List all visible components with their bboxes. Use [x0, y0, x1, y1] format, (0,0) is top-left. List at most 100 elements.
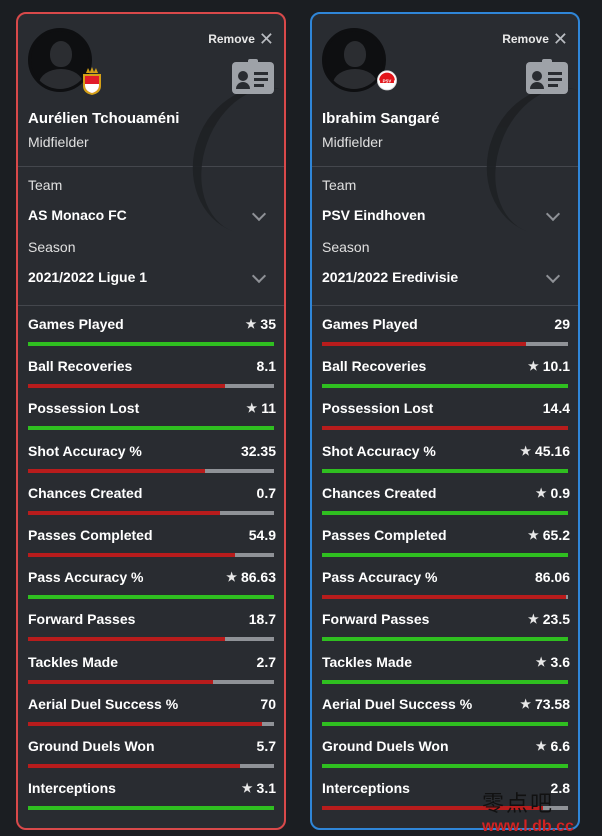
stat-value: 18.7	[248, 611, 276, 628]
stat-bar	[322, 679, 568, 684]
stat-name: Tackles Made	[322, 653, 413, 670]
stat-bar-fill	[28, 552, 235, 557]
star-icon: ★	[535, 738, 547, 753]
watermark-url: www.l.db.cc	[482, 818, 574, 835]
star-icon: ★	[520, 443, 531, 458]
id-card-icon[interactable]	[526, 59, 568, 94]
stat-name: Chances Created	[322, 484, 437, 501]
stat-name: Forward Passes	[28, 611, 136, 628]
stat-name: Possession Lost	[322, 400, 434, 417]
stat-bar	[28, 637, 274, 642]
stat-value: 70	[260, 695, 276, 712]
stat-bar	[28, 763, 274, 768]
stat-bar	[28, 384, 274, 389]
stat-row: Tackles Made ★ 3.6	[312, 644, 578, 686]
season-select[interactable]: 2021/2022 Ligue 1	[28, 269, 148, 285]
player-avatar	[28, 28, 92, 92]
close-icon: ✕	[552, 29, 568, 49]
stat-row: Pass Accuracy % ★ 86.63	[18, 559, 284, 601]
stat-bar	[322, 342, 568, 346]
stat-row: Ball Recoveries 8.1	[18, 348, 284, 390]
chevron-down-icon[interactable]	[545, 268, 561, 284]
team-select[interactable]: PSV Eindhoven	[322, 207, 426, 223]
stat-row: Passes Completed ★ 65.2	[312, 517, 578, 559]
stat-bar-fill	[322, 552, 568, 557]
stat-row: Interceptions ★ 3.1	[18, 770, 284, 812]
stat-value: ★ 73.58	[520, 695, 570, 712]
team-select[interactable]: AS Monaco FC	[28, 207, 127, 223]
stat-name: Passes Completed	[322, 526, 447, 543]
stat-row: Tackles Made 2.7	[18, 644, 284, 686]
stat-name: Ball Recoveries	[322, 358, 427, 375]
season-label: Season	[322, 239, 370, 255]
star-icon: ★	[535, 654, 547, 669]
stat-value: ★ 23.5	[527, 611, 570, 628]
stat-bar	[322, 806, 568, 811]
selectors: Team AS Monaco FC Season 2021/2022 Ligue…	[18, 167, 284, 306]
stat-row: Games Played ★ 35	[18, 306, 284, 348]
watermark: 零点吧 www.l.db.cc	[482, 786, 602, 836]
stat-bar-fill	[322, 468, 568, 473]
stat-name: Interceptions	[322, 780, 410, 797]
star-icon: ★	[527, 527, 539, 542]
stat-value: 0.7	[256, 484, 276, 501]
stat-value: ★ 10.1	[527, 358, 570, 375]
stat-name: Passes Completed	[28, 526, 153, 543]
star-icon: ★	[245, 317, 257, 331]
stat-row: Chances Created 0.7	[18, 475, 284, 517]
stat-bar	[322, 426, 568, 431]
id-card-icon[interactable]	[232, 59, 274, 94]
stat-value: 54.9	[248, 526, 276, 543]
stat-row: Ball Recoveries ★ 10.1	[312, 348, 578, 390]
star-icon: ★	[535, 485, 547, 500]
player-position: Midfielder	[28, 134, 89, 150]
stat-value: ★ 3.1	[241, 780, 276, 797]
stat-value: 8.1	[256, 358, 276, 375]
stat-bar-fill	[322, 342, 527, 346]
player-name: Aurélien Tchouaméni	[28, 110, 180, 127]
stat-bar	[28, 426, 274, 431]
player-header: PSV Remove ✕ Ibrahim Sangaré Midfielder	[312, 14, 578, 254]
chevron-down-icon[interactable]	[545, 206, 561, 222]
stat-row: Aerial Duel Success % ★ 73.58	[312, 686, 578, 728]
stat-row: Chances Created ★ 0.9	[312, 475, 578, 517]
stat-bar-fill	[322, 384, 568, 389]
stat-bar	[28, 595, 274, 600]
stat-bar-fill	[322, 806, 544, 811]
stat-row: Pass Accuracy % 86.06	[312, 559, 578, 601]
remove-button[interactable]: Remove ✕	[208, 29, 274, 49]
season-select[interactable]: 2021/2022 Eredivisie	[322, 269, 459, 285]
player-header: Remove ✕ Aurélien Tchouaméni Midfielder	[18, 14, 284, 254]
stat-bar	[28, 552, 274, 557]
star-icon: ★	[226, 570, 237, 585]
stat-bar-fill	[322, 426, 568, 431]
remove-button[interactable]: Remove ✕	[502, 29, 568, 49]
stat-name: Aerial Duel Success %	[322, 695, 473, 712]
stat-bar	[322, 510, 568, 515]
stat-bar	[28, 806, 274, 811]
stat-row: Shot Accuracy % ★ 45.16	[312, 433, 578, 475]
stat-bar-fill	[28, 763, 240, 768]
stat-name: Pass Accuracy %	[28, 569, 144, 586]
stat-row: Possession Lost ★ 11	[18, 390, 284, 432]
stat-value: 2.8	[550, 780, 570, 797]
stat-bar-fill	[28, 342, 274, 346]
stat-name: Forward Passes	[322, 611, 430, 628]
svg-text:PSV: PSV	[383, 79, 392, 84]
stat-bar-fill	[28, 595, 274, 600]
stat-value: 5.7	[256, 737, 276, 754]
stat-row: Interceptions 2.8	[312, 770, 578, 812]
stat-name: Ball Recoveries	[28, 358, 133, 375]
stat-bar	[322, 721, 568, 726]
stat-bar-fill	[28, 679, 213, 684]
stat-row: Ground Duels Won ★ 6.6	[312, 728, 578, 770]
stat-bar-fill	[322, 510, 568, 515]
monaco-crest-icon	[83, 67, 101, 95]
chevron-down-icon[interactable]	[251, 268, 267, 284]
chevron-down-icon[interactable]	[251, 206, 267, 222]
stat-bar	[322, 763, 568, 768]
stat-value: ★ 6.6	[535, 737, 570, 754]
stat-bar-fill	[28, 468, 206, 473]
stat-row: Aerial Duel Success % 70	[18, 686, 284, 728]
stats-list: Games Played ★ 35 Ball Recoveries 8.1 Possess…	[18, 306, 284, 812]
